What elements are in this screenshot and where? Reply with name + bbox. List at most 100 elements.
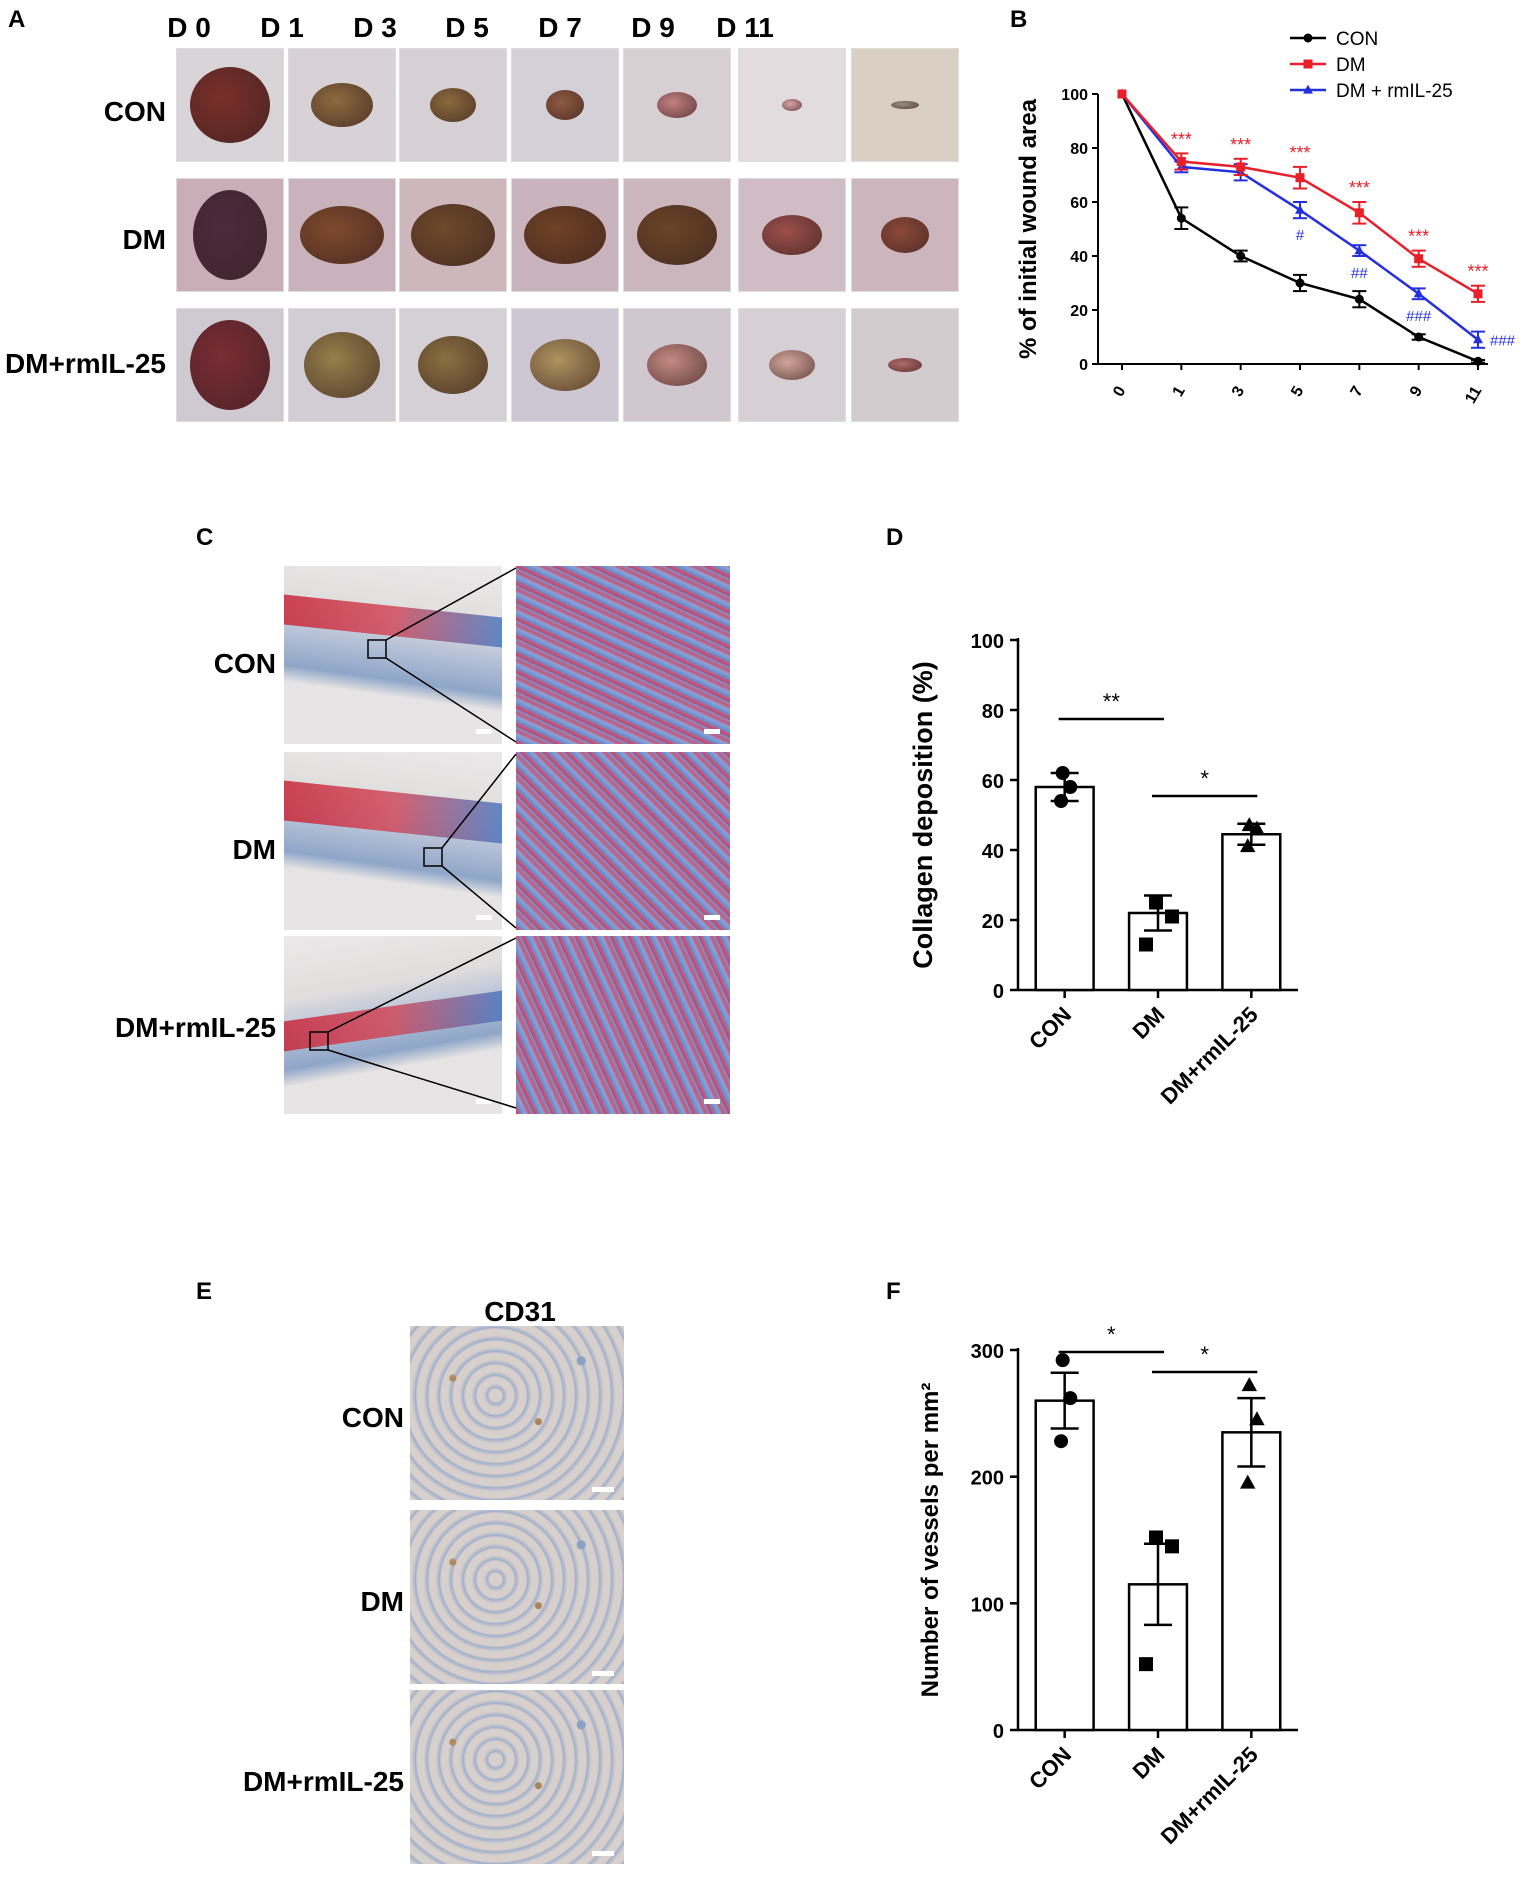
masson-high-mag-dm-rmil25 — [516, 936, 730, 1114]
wound-photo-con-d7 — [623, 48, 731, 162]
collagen-bar-chart: 0 20 40 60 80 100 Collagen deposition (%) CON DM… — [908, 631, 1298, 1109]
wound-area — [888, 358, 922, 372]
bar-group-dm-rmil-25 — [1221, 1377, 1282, 1732]
panel-b-label: B — [1010, 6, 1028, 33]
scale-bar — [592, 1671, 614, 1676]
significance-label: ** — [1103, 689, 1121, 714]
masson-low-mag-dm-rmil25 — [284, 936, 502, 1114]
x-tick-label: 9 — [1407, 383, 1426, 399]
wound-area — [411, 204, 495, 266]
legend-marker — [1303, 59, 1313, 69]
y-tick-label: 40 — [1070, 249, 1088, 266]
panel-a-label: A — [8, 6, 26, 33]
x-tick-label: 0 — [1110, 383, 1129, 399]
data-point — [1354, 208, 1364, 218]
significance-label-dm: *** — [1171, 129, 1192, 149]
data-point — [1295, 173, 1305, 183]
wound-area — [430, 88, 476, 122]
zoom-box-dm — [423, 847, 443, 867]
panel-e-row-label-dm: DM — [360, 1586, 404, 1617]
wound-area — [647, 344, 707, 386]
legend-label: DM + rmIL-25 — [1336, 81, 1453, 102]
wound-area — [304, 332, 380, 398]
vessel-count-bar-chart: 0 100 200 300 Number of vessels per mm² CON DM… — [917, 1322, 1298, 1849]
wound-area — [782, 99, 802, 111]
wound-area — [190, 320, 270, 410]
data-point — [1249, 1411, 1265, 1426]
day-label-d1: D 1 — [260, 12, 304, 43]
y-tick-label: 0 — [1079, 357, 1088, 374]
panel-c-row-label-dm-rmil25: DM+rmIL-25 — [114, 1012, 276, 1043]
wound-area — [418, 336, 488, 394]
x-tick-label: 11 — [1462, 383, 1485, 406]
data-point — [1149, 1530, 1163, 1545]
wound-area — [891, 101, 919, 109]
significance-label-dm: *** — [1289, 143, 1310, 163]
bar — [1034, 1399, 1095, 1732]
data-point — [1354, 294, 1364, 304]
data-point — [1063, 1391, 1078, 1406]
wound-area — [637, 205, 717, 265]
wound-area-line-chart: 0 20 40 60 80 100 0 1 3 5 7 9 11 % of initial wound a… — [1015, 29, 1516, 407]
panel-d-label: D — [886, 524, 904, 551]
x-tick-label: DM+rmIL-25 — [1156, 1002, 1263, 1109]
data-point — [1249, 820, 1265, 835]
legend-marker — [1303, 84, 1313, 94]
wound-area — [769, 350, 815, 380]
wound-photo-dm-d1 — [288, 178, 396, 292]
wound-photo-dm-d9 — [738, 178, 846, 292]
data-point — [1139, 1657, 1153, 1672]
y-tick-label: 80 — [1070, 141, 1088, 158]
x-tick-label: 5 — [1288, 383, 1307, 399]
y-axis-title: Number of vessels per mm² — [917, 1383, 944, 1698]
wound-area — [300, 206, 384, 264]
data-point — [1240, 1474, 1256, 1489]
y-tick-label: 100 — [971, 1594, 1004, 1616]
y-axis-title: Collagen deposition (%) — [908, 661, 938, 969]
y-tick-label: 200 — [971, 1468, 1004, 1490]
wound-photo-dm-rmil25-d3 — [399, 308, 507, 422]
x-tick-label: DM — [1128, 1742, 1170, 1784]
wound-photo-con-d0 — [176, 48, 284, 162]
significance-label-rmil25: ## — [1351, 265, 1368, 282]
wound-area — [530, 339, 600, 391]
scale-bar — [704, 915, 720, 920]
y-tick-label: 20 — [982, 911, 1004, 933]
panel-a-row-label-dm: DM — [122, 224, 166, 255]
masson-high-mag-dm — [516, 752, 730, 930]
wound-area — [524, 206, 606, 264]
wound-photo-dm-d7 — [623, 178, 731, 292]
data-point — [1055, 766, 1070, 780]
wound-photo-con-d11 — [851, 48, 959, 162]
x-tick-label: CON — [1024, 1742, 1076, 1794]
significance-label-dm: *** — [1230, 135, 1251, 155]
day-label-d7: D 7 — [538, 12, 582, 43]
wound-photo-dm-rmil25-d7 — [623, 308, 731, 422]
wound-photo-dm-d3 — [399, 178, 507, 292]
data-point — [1165, 909, 1179, 924]
y-tick-label: 100 — [971, 631, 1004, 653]
series-con — [1117, 89, 1485, 366]
significance-label: * — [1107, 1322, 1116, 1347]
y-tick-label: 300 — [971, 1341, 1004, 1363]
data-point — [1165, 1539, 1179, 1554]
data-point — [1236, 251, 1246, 261]
bar-group-con — [1034, 1353, 1095, 1732]
wound-photo-dm-d5 — [511, 178, 619, 292]
wound-photo-con-d1 — [288, 48, 396, 162]
data-point — [1176, 213, 1186, 223]
wound-photo-dm-d11 — [851, 178, 959, 292]
data-point — [1295, 204, 1305, 214]
zoom-connector-lines — [309, 567, 517, 1109]
day-label-d9: D 9 — [631, 12, 675, 43]
data-point — [1117, 89, 1127, 99]
significance-label-rmil25: # — [1296, 227, 1305, 244]
day-label-d3: D 3 — [353, 12, 397, 43]
x-tick-label: 3 — [1229, 383, 1248, 399]
significance-label-dm: *** — [1467, 262, 1488, 282]
wound-photo-dm-rmil25-d1 — [288, 308, 396, 422]
masson-low-mag-dm — [284, 752, 502, 930]
y-tick-label: 60 — [1070, 195, 1088, 212]
significance-label-dm: *** — [1349, 178, 1370, 198]
panel-c-row-label-dm: DM — [232, 834, 276, 865]
